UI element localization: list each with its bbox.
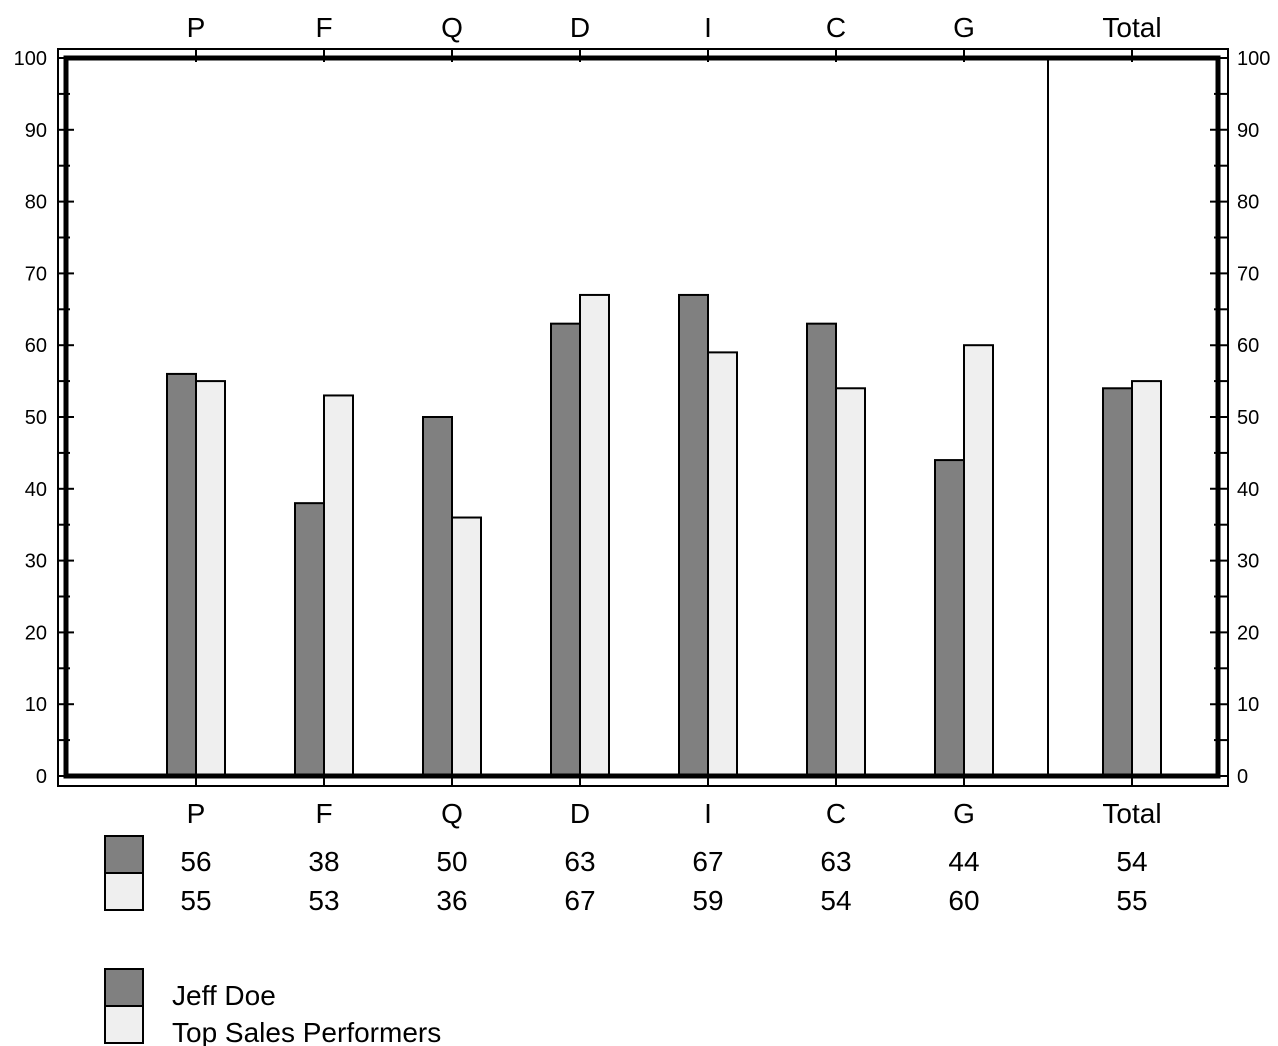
bar-top-sales-performers	[963, 344, 994, 777]
value-table: 56 55 38 53 50 36 63 67 67 59 63 54 44 60 54 55	[104, 835, 1148, 916]
x-tick-label-top: D	[570, 12, 590, 43]
y-tick-label-left: 90	[25, 120, 47, 142]
data-label-jeff-doe: 56	[180, 846, 211, 877]
bar-jeff-doe	[294, 502, 325, 777]
table-swatch-jeff-doe	[104, 835, 144, 874]
y-tick-label-left: 0	[36, 766, 47, 788]
bars-layer	[166, 293, 1162, 778]
y-tick-label-right: 30	[1237, 551, 1259, 573]
x-tick-label-bottom: G	[953, 798, 975, 829]
x-tick-label-bottom: Total	[1102, 798, 1161, 829]
ticks-layer	[58, 49, 1228, 786]
data-label-top-sales-performers: 60	[948, 885, 979, 916]
y-tick-label-left: 40	[25, 479, 47, 501]
bar-jeff-doe	[422, 416, 453, 777]
data-label-jeff-doe: 44	[948, 846, 979, 877]
legend-label-top-sales-performers: Top Sales Performers	[172, 1017, 441, 1046]
bar-jeff-doe	[166, 372, 197, 777]
legend-label-jeff-doe: Jeff Doe	[172, 980, 276, 1011]
y-tick-label-left: 30	[25, 551, 47, 573]
y-tick-label-left: 10	[25, 694, 47, 716]
bar-jeff-doe	[806, 322, 837, 777]
y-tick-label-left: 20	[25, 622, 47, 644]
legend-swatch-top-sales-performers	[104, 1005, 144, 1044]
x-tick-label-top: I	[704, 12, 712, 43]
x-tick-label-top: Q	[441, 12, 463, 43]
x-tick-label-bottom: Q	[441, 798, 463, 829]
bar-top-sales-performers	[835, 387, 866, 777]
bar-jeff-doe	[1102, 387, 1133, 777]
y-tick-label-left: 70	[25, 263, 47, 285]
y-tick-label-right: 20	[1237, 622, 1259, 644]
bar-top-sales-performers	[323, 394, 354, 777]
y-tick-label-left: 50	[25, 407, 47, 429]
data-label-jeff-doe: 54	[1116, 846, 1147, 877]
data-label-top-sales-performers: 59	[692, 885, 723, 916]
y-tick-label-right: 60	[1237, 335, 1259, 357]
x-tick-label-top: P	[187, 12, 206, 43]
bar-top-sales-performers	[1131, 380, 1162, 777]
plot-outer-frame	[57, 48, 1229, 787]
x-tick-label-bottom: C	[826, 798, 846, 829]
y-tick-label-left: 100	[14, 48, 47, 70]
y-tick-label-right: 80	[1237, 192, 1259, 214]
data-label-top-sales-performers: 67	[564, 885, 595, 916]
y-tick-label-right: 40	[1237, 479, 1259, 501]
y-tick-label-left: 60	[25, 335, 47, 357]
bar-jeff-doe	[934, 459, 965, 777]
bar-top-sales-performers	[579, 293, 610, 777]
x-tick-label-top: C	[826, 12, 846, 43]
bar-jeff-doe	[550, 322, 581, 777]
x-tick-label-bottom: F	[315, 798, 332, 829]
data-label-jeff-doe: 50	[436, 846, 467, 877]
x-tick-label-top: G	[953, 12, 975, 43]
x-tick-label-top: F	[315, 12, 332, 43]
x-tick-label-bottom: D	[570, 798, 590, 829]
data-label-jeff-doe: 63	[820, 846, 851, 877]
y-tick-label-right: 90	[1237, 120, 1259, 142]
legend-swatch-jeff-doe	[104, 968, 144, 1007]
y-tick-label-left: 80	[25, 192, 47, 214]
y-tick-label-right: 50	[1237, 407, 1259, 429]
y-tick-label-right: 10	[1237, 694, 1259, 716]
plot-inner-frame	[63, 55, 1221, 779]
data-label-jeff-doe: 63	[564, 846, 595, 877]
table-swatch-top-sales-performers	[104, 872, 144, 911]
data-label-jeff-doe: 38	[308, 846, 339, 877]
x-tick-label-top: Total	[1102, 12, 1161, 43]
data-label-top-sales-performers: 55	[180, 885, 211, 916]
data-label-top-sales-performers: 53	[308, 885, 339, 916]
bar-top-sales-performers	[195, 380, 226, 777]
data-label-jeff-doe: 67	[692, 846, 723, 877]
data-label-top-sales-performers: 54	[820, 885, 851, 916]
bar-jeff-doe	[678, 293, 709, 777]
data-label-top-sales-performers: 36	[436, 885, 467, 916]
x-tick-label-bottom: I	[704, 798, 712, 829]
labels-layer: 0 0 10 10 20 20 30 30 40 40 50 50 60 60 70 70 80 80 90 90 10…	[14, 12, 1271, 829]
y-tick-label-right: 100	[1237, 48, 1270, 70]
data-label-top-sales-performers: 55	[1116, 885, 1147, 916]
x-tick-label-bottom: P	[187, 798, 206, 829]
y-tick-label-right: 0	[1237, 766, 1248, 788]
legend: Jeff Doe Top Sales Performers	[104, 968, 441, 1046]
bar-top-sales-performers	[707, 351, 738, 777]
bar-top-sales-performers	[451, 516, 482, 778]
y-tick-label-right: 70	[1237, 263, 1259, 285]
